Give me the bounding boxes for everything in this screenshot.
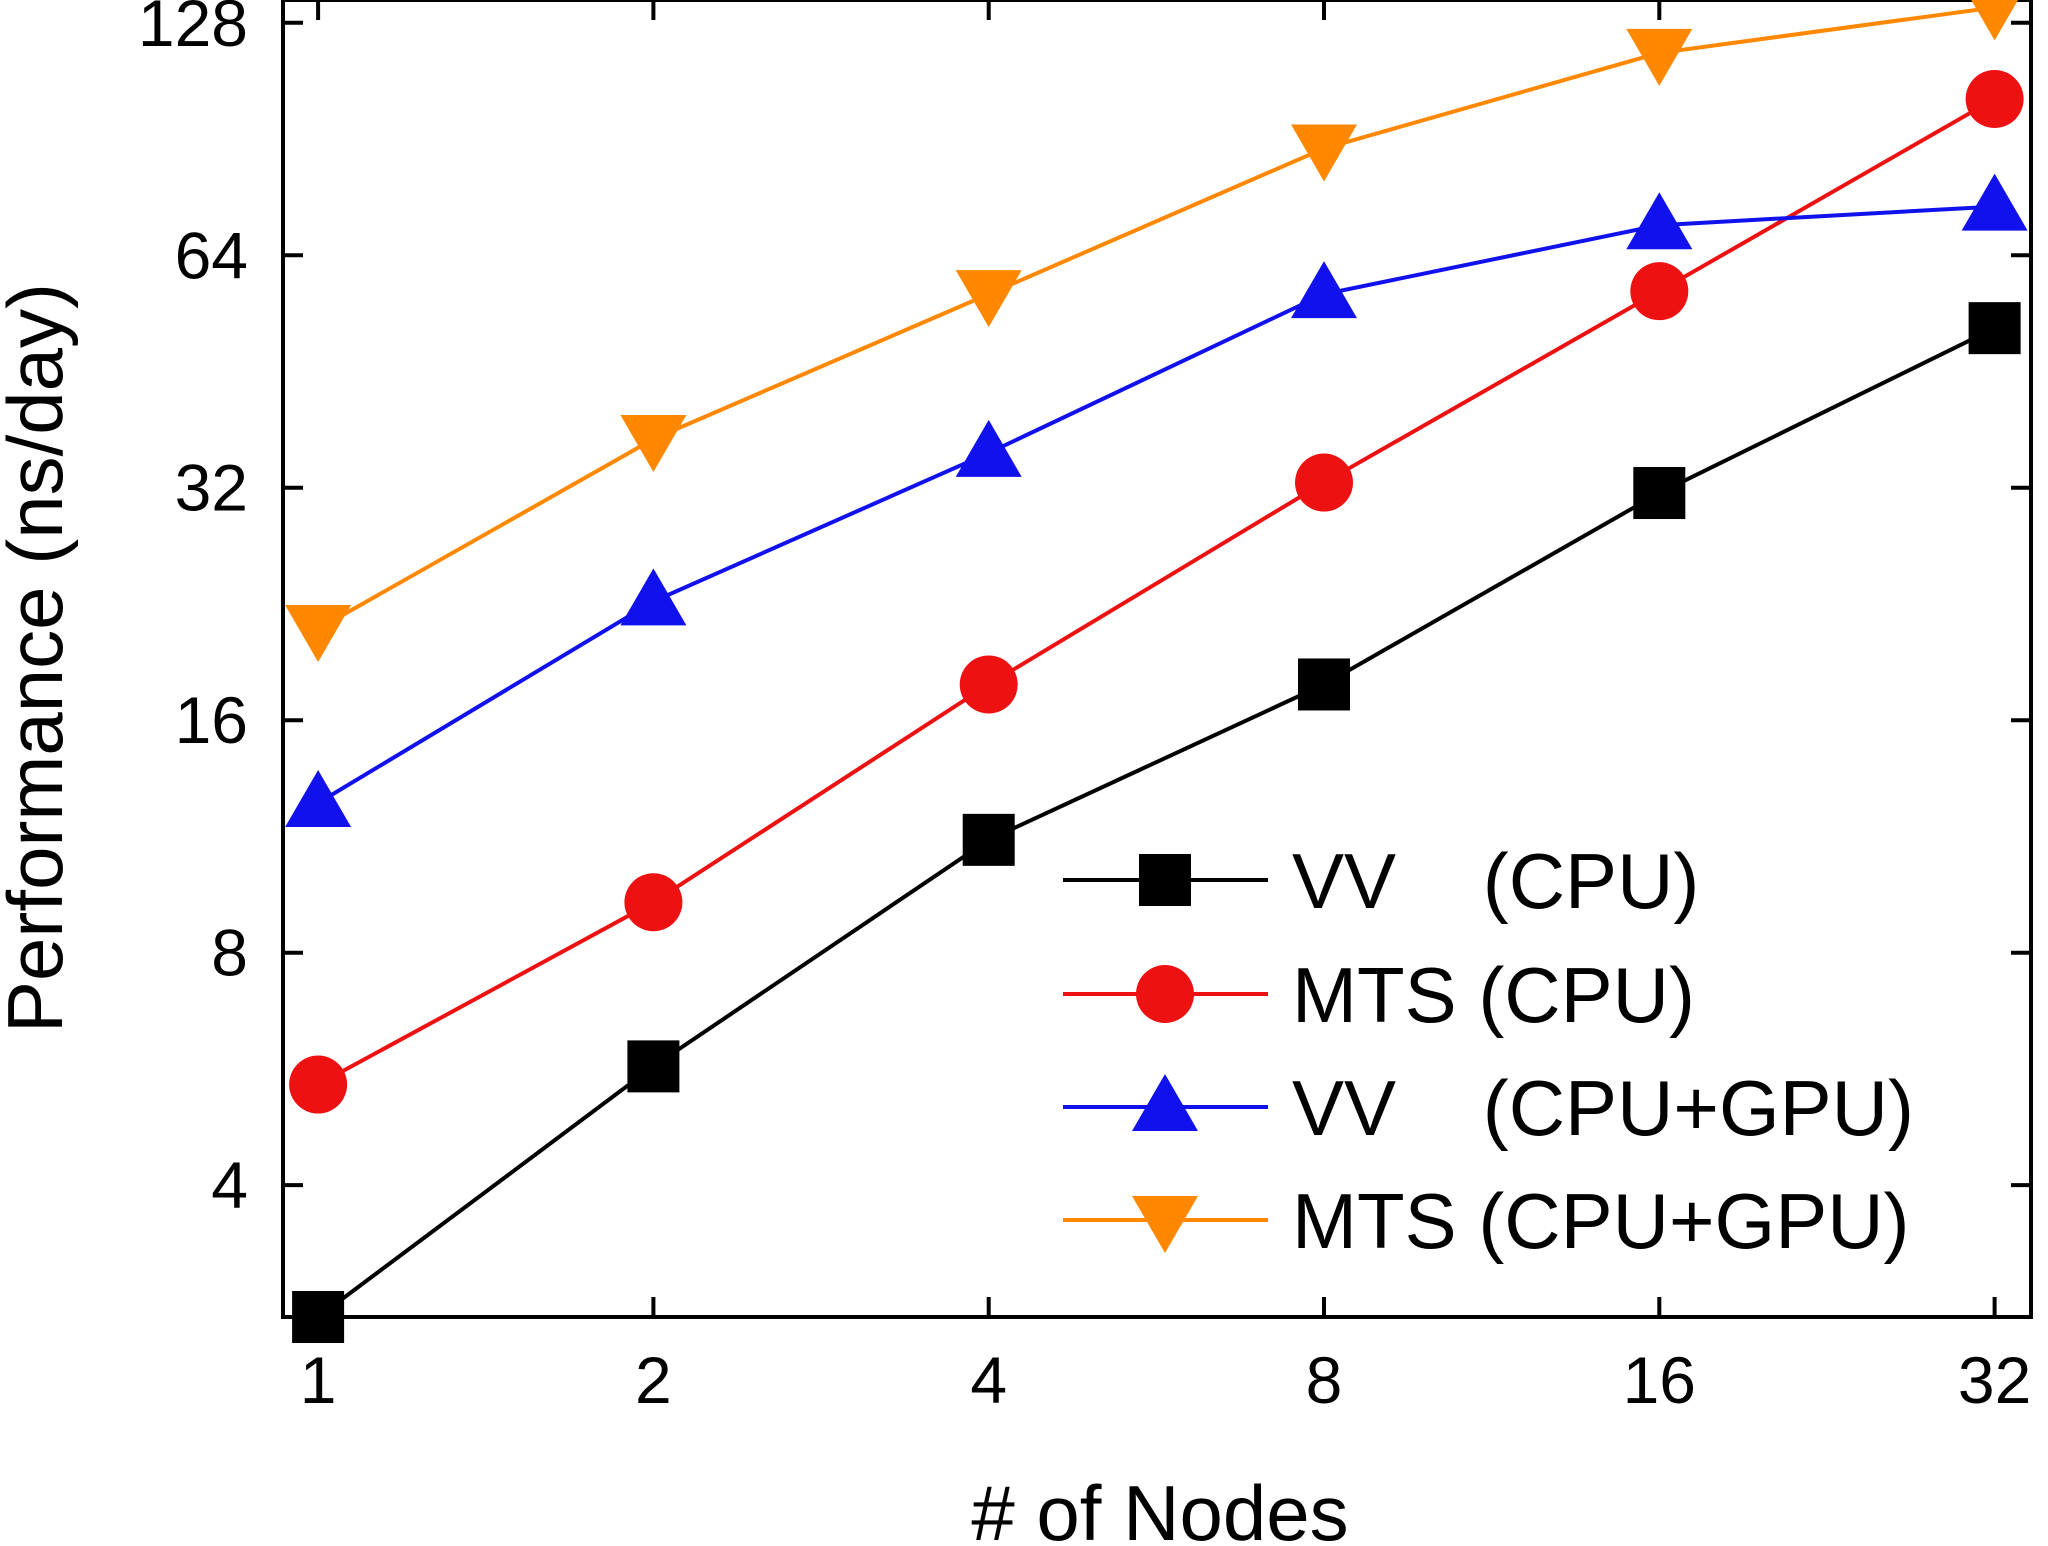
series-1 (292, 302, 2021, 1343)
x-tick-label: 8 (1306, 1343, 1343, 1417)
series-line (316, 326, 1996, 1319)
y-tick-label: 64 (175, 218, 248, 292)
data-point (1961, 173, 2028, 231)
series-layer (285, 0, 2028, 1343)
legend-label: VV (CPU) (1292, 837, 1699, 925)
legend-marker (1132, 1196, 1198, 1253)
x-axis-ticks: 1 2 4 8 16 32 (300, 0, 2031, 1417)
data-point (955, 419, 1022, 477)
x-tick-label: 32 (1958, 1343, 2031, 1417)
y-axis-title: Performance (ns/day) (0, 283, 79, 1033)
x-tick-label: 2 (635, 1343, 672, 1417)
series-line (317, 204, 1995, 805)
series-2 (289, 69, 2024, 1114)
data-point (627, 1040, 680, 1093)
data-point (620, 415, 687, 473)
y-tick-label: 128 (138, 0, 248, 60)
data-point (624, 873, 683, 932)
series-line (317, 97, 1996, 1087)
data-point (1965, 69, 2024, 128)
y-tick-label: 4 (211, 1148, 248, 1222)
y-tick-label: 32 (175, 451, 248, 525)
data-point (285, 770, 352, 828)
legend-marker (1136, 965, 1194, 1023)
data-point (1298, 658, 1351, 711)
data-point (289, 1055, 348, 1114)
y-tick-label: 16 (175, 683, 248, 757)
data-point (620, 568, 687, 626)
series-line (317, 5, 1995, 631)
data-point (1295, 453, 1354, 512)
legend: VV (CPU) MTS (CPU) VV (CPU+GPU) MTS (CPU+GP… (1063, 837, 1914, 1265)
data-point (962, 813, 1015, 866)
legend-label: MTS (CPU+GPU) (1292, 1177, 1910, 1265)
data-point (1633, 467, 1686, 520)
data-point (1968, 302, 2021, 355)
data-point (1291, 124, 1358, 182)
legend-label: MTS (CPU) (1292, 951, 1695, 1039)
data-point (292, 1291, 345, 1343)
x-tick-label: 4 (970, 1343, 1007, 1417)
x-axis-title: # of Nodes (971, 1469, 1348, 1546)
data-point (285, 605, 352, 663)
series-4 (285, 0, 2019, 663)
x-tick-label: 1 (300, 1343, 337, 1417)
data-point (1971, 0, 2019, 41)
x-tick-label: 16 (1623, 1343, 1696, 1417)
y-tick-label: 8 (211, 916, 248, 990)
plot-frame (281, 0, 2033, 1319)
legend-label: VV (CPU+GPU) (1292, 1064, 1914, 1152)
data-point (1626, 192, 1693, 250)
y-axis-ticks: 4 8 16 32 64 128 (138, 0, 2031, 1222)
data-point (1630, 262, 1689, 321)
data-point (959, 655, 1018, 714)
data-point (1291, 261, 1358, 319)
legend-marker (1139, 854, 1191, 906)
data-point (955, 270, 1022, 328)
data-point (1626, 28, 1693, 86)
series-3 (285, 173, 2028, 828)
legend-marker (1132, 1074, 1198, 1131)
